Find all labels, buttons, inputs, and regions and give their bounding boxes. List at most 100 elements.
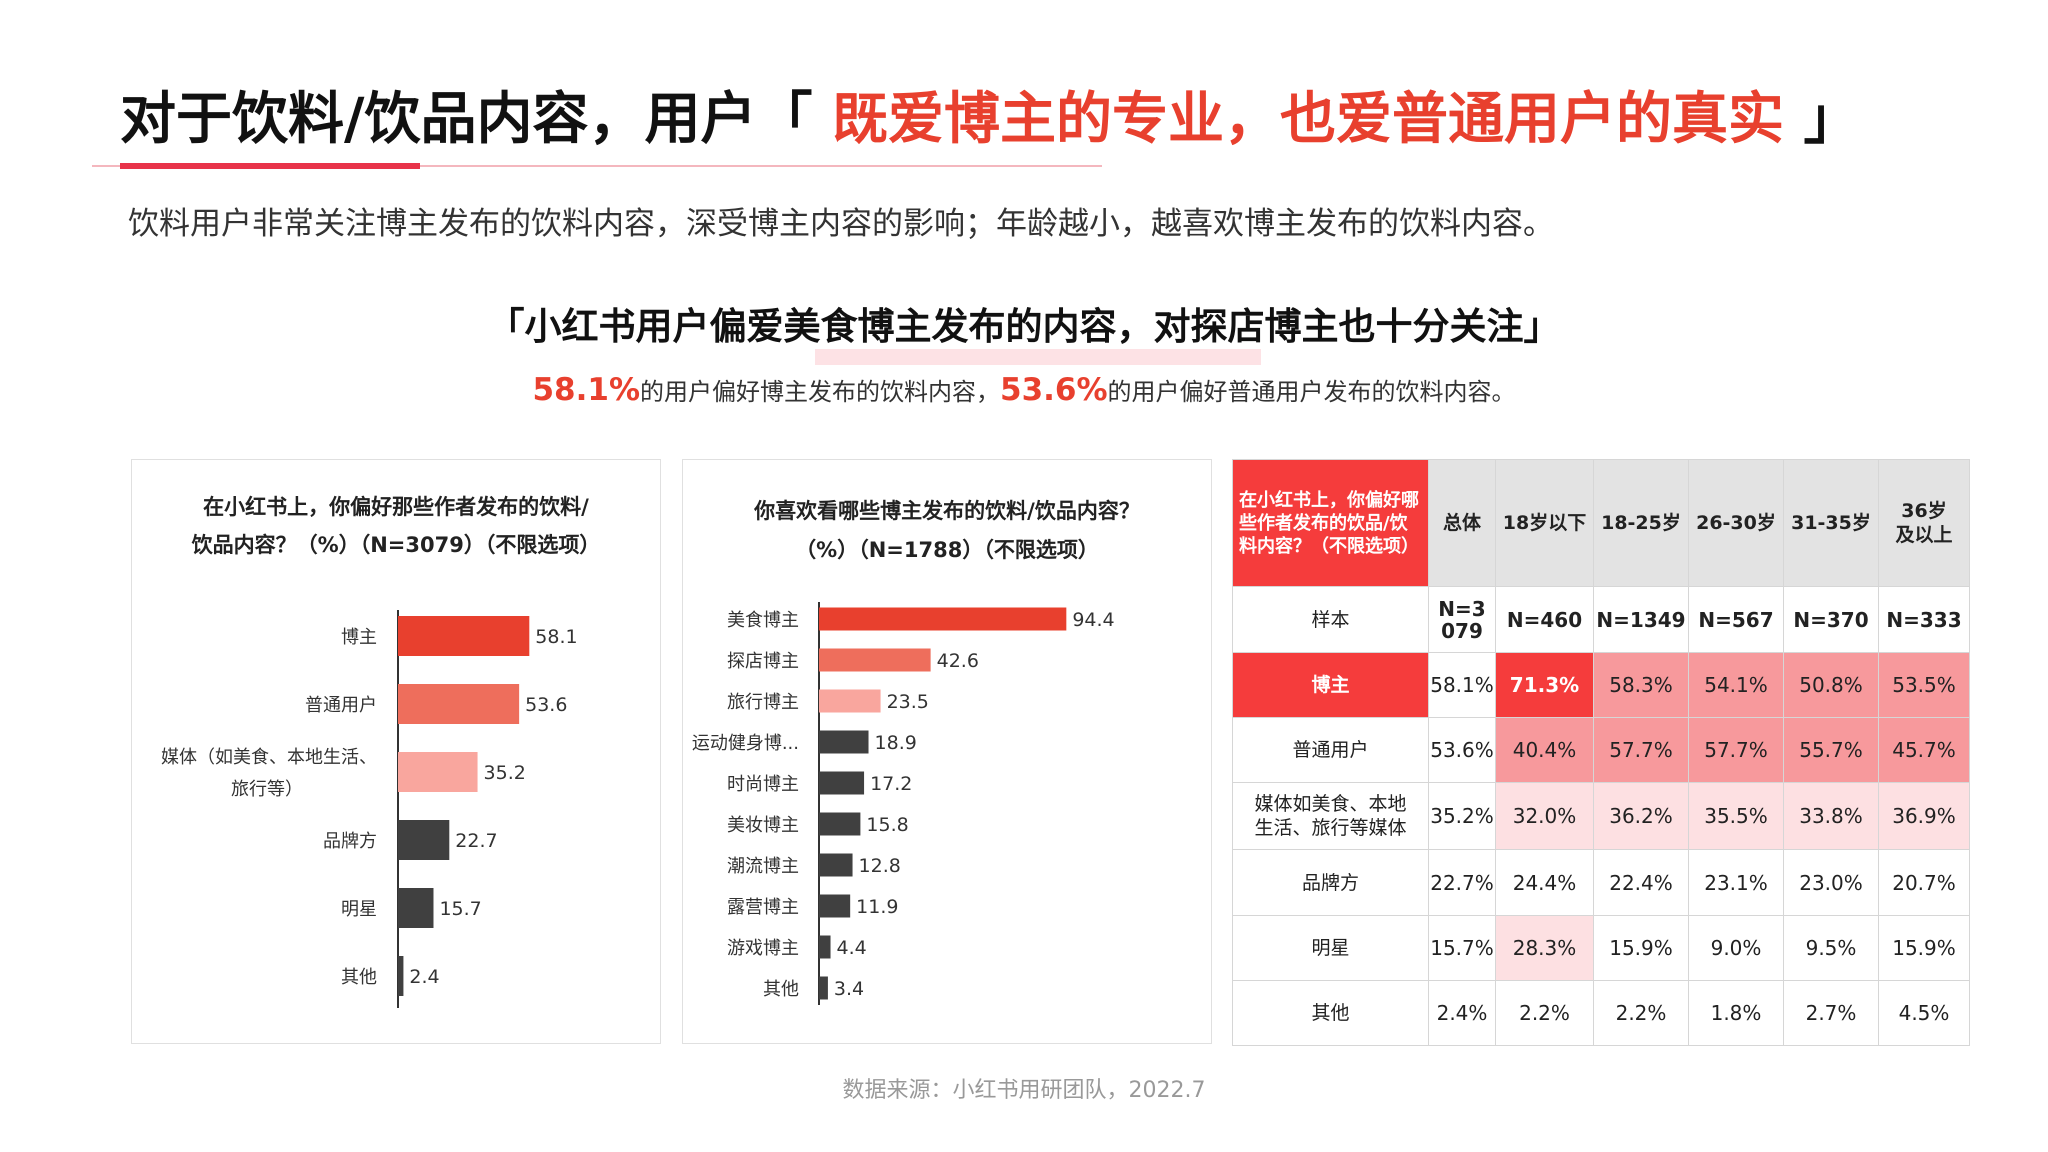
category-label: 普通用户: [305, 695, 377, 716]
table-cell: 50.8%: [1783, 652, 1879, 718]
table-cell: 4.5%: [1878, 980, 1970, 1046]
title-suffix: 」: [1783, 87, 1860, 152]
title-divider: [92, 165, 1102, 167]
table-row: 其他 2.4% 2.2% 2.2% 1.8% 2.7% 4.5%: [1232, 980, 1970, 1046]
table-row: 样本 N=3079 N=460 N=1349 N=567 N=370 N=333: [1232, 586, 1970, 653]
table-cell: N=1349: [1593, 586, 1689, 653]
category-label: 潮流博主: [727, 856, 799, 877]
table-cell: 32.0%: [1495, 782, 1594, 850]
table-cell: 33.8%: [1783, 782, 1879, 850]
table-header-row: 在小红书上，你偏好哪些作者发布的饮品/饮料内容？（不限选项） 总体 18岁以下 …: [1232, 459, 1970, 587]
title-highlight: 既爱博主的专业，也爱普通用户的真实: [831, 87, 1784, 152]
row-label: 博主: [1232, 652, 1429, 718]
category-label: 明星: [341, 899, 377, 920]
table-cell: 2.2%: [1495, 980, 1594, 1046]
column-header: 18岁以下: [1495, 459, 1594, 587]
value-label: 17.2: [870, 773, 912, 795]
key-findings: 58.1%的用户偏好博主发布的饮料内容，53.6%的用户偏好普通用户发布的饮料内…: [0, 372, 2048, 408]
table-cell: N=370: [1783, 586, 1879, 653]
table-cell: 15.9%: [1878, 915, 1970, 981]
category-label: 品牌方: [323, 831, 377, 852]
table-cell: 36.9%: [1878, 782, 1970, 850]
table-cell: 15.9%: [1593, 915, 1689, 981]
bar: [819, 648, 931, 672]
column-header: 18-25岁: [1593, 459, 1689, 587]
column-header: 总体: [1428, 459, 1496, 587]
value-label: 2.4: [409, 966, 439, 988]
table-cell: 22.7%: [1428, 849, 1496, 916]
category-label: 旅行等）: [231, 779, 303, 800]
bar: [398, 820, 450, 860]
data-source: 数据来源：小红书用研团队，2022.7: [842, 1078, 1206, 1103]
value-label: 35.2: [484, 762, 526, 784]
table-cell: 9.0%: [1688, 915, 1784, 981]
chart-title-line-1: 在小红书上，你偏好那些作者发布的饮料/: [203, 495, 589, 519]
table-cell: 2.7%: [1783, 980, 1879, 1046]
value-label: 42.6: [937, 650, 979, 672]
table-row: 普通用户 53.6% 40.4% 57.7% 57.7% 55.7% 45.7%: [1232, 717, 1970, 783]
table-cell: 2.2%: [1593, 980, 1689, 1046]
table-cell: 35.5%: [1688, 782, 1784, 850]
chart-panel-author-preference: 在小红书上，你偏好那些作者发布的饮料/ 饮品内容？（%）（N=3079）（不限选…: [131, 459, 661, 1044]
row-label: 媒体如美食、本地生活、旅行等媒体: [1232, 782, 1429, 850]
table-cell: N=567: [1688, 586, 1784, 653]
table-cell: 45.7%: [1878, 717, 1970, 783]
title-accent-bar: [120, 163, 420, 169]
age-crosstab-table: 在小红书上，你偏好哪些作者发布的饮品/饮料内容？（不限选项） 总体 18岁以下 …: [1232, 459, 1970, 1046]
key-number-bloggers: 58.1%: [532, 372, 640, 408]
table-row: 媒体如美食、本地生活、旅行等媒体 35.2% 32.0% 36.2% 35.5% 33.8…: [1232, 782, 1970, 850]
table-cell: 23.0%: [1783, 849, 1879, 916]
chart-title-line-2: 饮品内容？（%）（N=3079）（不限选项）: [191, 533, 601, 557]
bar: [819, 730, 869, 754]
bar: [819, 771, 865, 795]
table-cell: 54.1%: [1688, 652, 1784, 718]
bar: [398, 888, 434, 928]
value-label: 15.7: [439, 898, 481, 920]
table-question-cell: 在小红书上，你偏好哪些作者发布的饮品/饮料内容？（不限选项）: [1232, 459, 1429, 587]
category-label: 运动健身博...: [692, 733, 799, 754]
bar: [819, 607, 1067, 631]
table-row: 品牌方 22.7% 24.4% 22.4% 23.1% 23.0% 20.7%: [1232, 849, 1970, 916]
row-label: 其他: [1232, 980, 1429, 1046]
value-label: 53.6: [525, 694, 567, 716]
bar: [819, 812, 861, 836]
bar: [398, 956, 404, 996]
table-cell: 57.7%: [1688, 717, 1784, 783]
value-label: 58.1: [535, 626, 577, 648]
bar: [398, 616, 530, 656]
key-text-ordinary-users: 的用户偏好普通用户发布的饮料内容。: [1107, 378, 1516, 406]
column-header: 36岁及以上: [1878, 459, 1970, 587]
value-label: 94.4: [1072, 609, 1114, 631]
page-title: 对于饮料/饮品内容，用户「 既爱博主的专业，也爱普通用户的真实 」: [120, 80, 1859, 160]
column-header: 26-30岁: [1688, 459, 1784, 587]
category-label: 其他: [341, 967, 377, 988]
table-cell: N=3079: [1428, 586, 1496, 653]
bar: [819, 689, 881, 713]
value-label: 4.4: [837, 937, 867, 959]
table-cell: N=460: [1495, 586, 1594, 653]
title-prefix: 对于饮料/饮品内容，用户「: [120, 87, 832, 152]
row-label: 品牌方: [1232, 849, 1429, 916]
table-cell: 24.4%: [1495, 849, 1594, 916]
table-cell: 58.1%: [1428, 652, 1496, 718]
table-cell: 1.8%: [1688, 980, 1784, 1046]
category-label: 旅行博主: [727, 692, 799, 713]
category-label: 其他: [763, 979, 799, 1000]
table-row: 博主 58.1% 71.3% 58.3% 54.1% 50.8% 53.5%: [1232, 652, 1970, 718]
table-cell: 36.2%: [1593, 782, 1689, 850]
subheadline-highlight-bar: [815, 349, 1261, 365]
blogger-type-bar-chart: 94.4 美食博主 42.6 探店博主 23.5 旅行博主 18.9 运动健身博... 17.2…: [692, 602, 1115, 1005]
row-label: 明星: [1232, 915, 1429, 981]
value-label: 3.4: [834, 978, 864, 1000]
key-text-bloggers: 的用户偏好博主发布的饮料内容，: [640, 378, 1000, 406]
bar: [819, 894, 851, 918]
table-cell: 22.4%: [1593, 849, 1689, 916]
table-cell: N=333: [1878, 586, 1970, 653]
table-cell: 2.4%: [1428, 980, 1496, 1046]
chart-panel-blogger-type: 你喜欢看哪些博主发布的饮料/饮品内容？ （%）（N=1788）（不限选项） 94…: [682, 459, 1212, 1044]
value-label: 22.7: [455, 830, 497, 852]
bar: [398, 684, 520, 724]
key-number-ordinary-users: 53.6%: [1000, 372, 1108, 408]
category-label: 探店博主: [727, 651, 799, 672]
table-cell: 53.6%: [1428, 717, 1496, 783]
